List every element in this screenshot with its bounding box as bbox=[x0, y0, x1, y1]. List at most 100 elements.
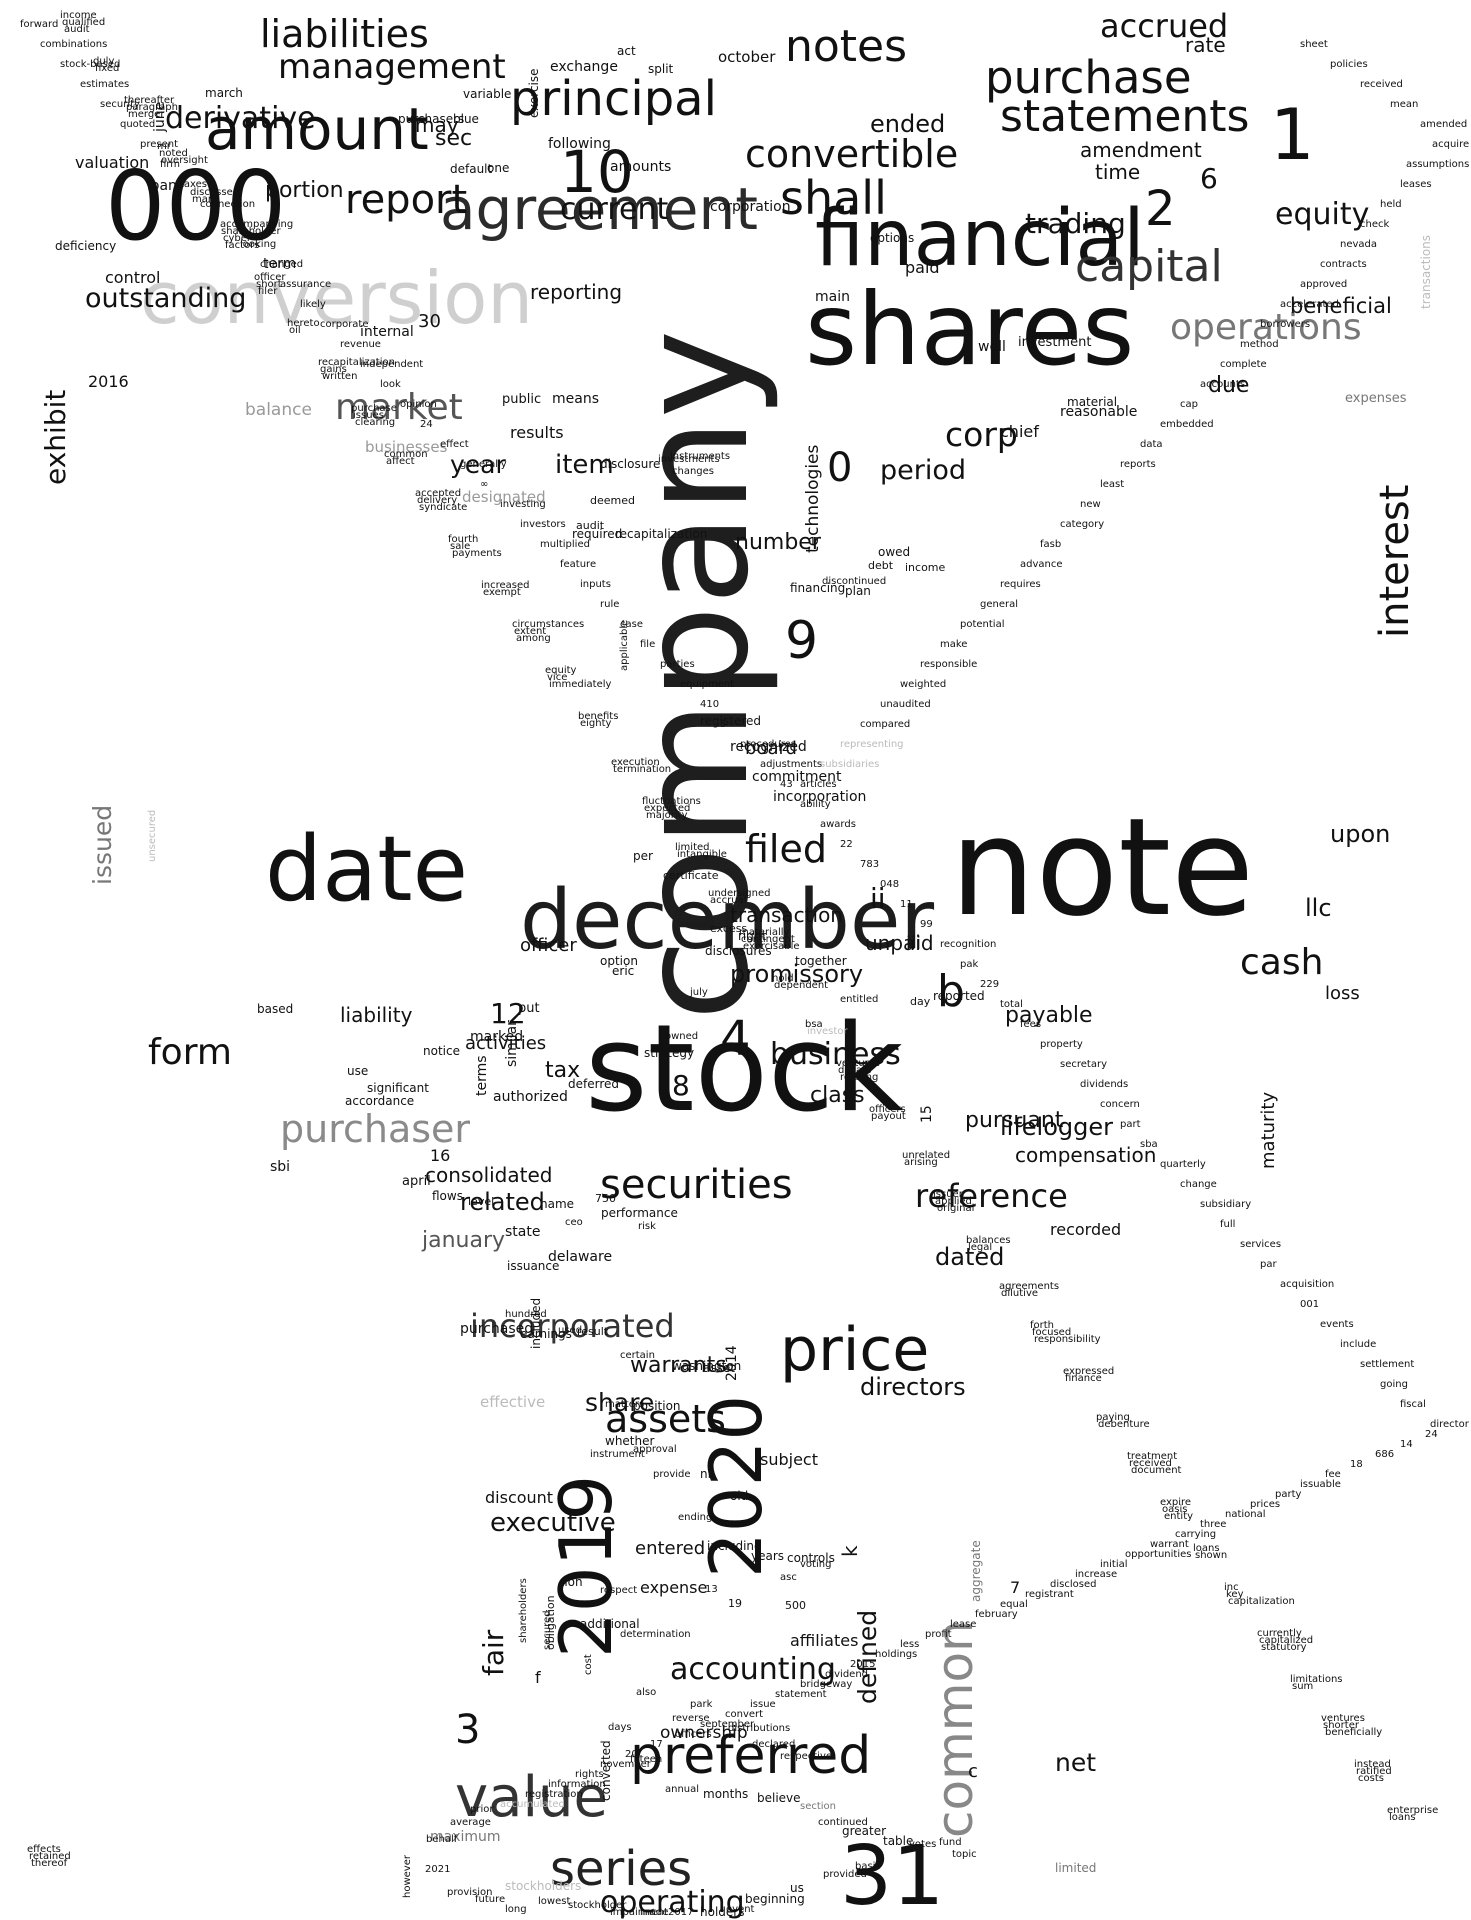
word-cloud-word: 0 bbox=[827, 445, 853, 491]
word-cloud-word: 19 bbox=[728, 1597, 742, 1610]
word-cloud-word: greater bbox=[842, 1824, 887, 1838]
word-cloud-word: 229 bbox=[980, 979, 1000, 990]
word-cloud-word: contracts bbox=[1320, 259, 1367, 270]
word-cloud-word: terms bbox=[474, 1055, 490, 1096]
word-cloud-word: capital bbox=[1075, 241, 1223, 292]
word-cloud-word: share bbox=[585, 1388, 655, 1417]
word-cloud-word: park bbox=[690, 1699, 713, 1710]
word-cloud-word: disclosure bbox=[600, 457, 661, 471]
word-cloud-word: 13 bbox=[705, 1584, 718, 1595]
word-cloud-word: 4 bbox=[720, 1011, 751, 1067]
word-cloud-word: party bbox=[1275, 1489, 1302, 1500]
word-cloud-word: vice bbox=[547, 672, 568, 683]
word-cloud-word: expressed bbox=[1063, 1366, 1115, 1377]
word-cloud-word: reports bbox=[1120, 459, 1156, 470]
word-cloud-word: trading bbox=[1025, 207, 1126, 240]
word-cloud-word: discussed bbox=[190, 187, 240, 198]
word-cloud-word: expected bbox=[644, 803, 691, 814]
word-cloud-word: retained bbox=[29, 1851, 71, 1862]
word-cloud-word: oversight bbox=[161, 155, 208, 166]
word-cloud-word: corporate bbox=[320, 319, 369, 330]
word-cloud-word: behalf bbox=[426, 1834, 458, 1845]
word-cloud-word: stock bbox=[585, 1000, 904, 1139]
word-cloud-word: multiplied bbox=[540, 539, 590, 550]
word-cloud-word: look bbox=[380, 379, 401, 390]
word-cloud-word: shareholders bbox=[518, 1578, 529, 1643]
word-cloud-word: audit bbox=[64, 24, 90, 35]
word-cloud-word: investors bbox=[520, 519, 566, 530]
word-cloud-word: current bbox=[560, 192, 669, 227]
word-cloud-word: assets bbox=[605, 1397, 726, 1441]
word-cloud-word: quoted bbox=[120, 119, 156, 130]
word-cloud-word: capitalization bbox=[1228, 1596, 1295, 1607]
word-cloud-word: k bbox=[838, 1545, 862, 1557]
word-cloud-word: fiscal bbox=[1400, 1399, 1426, 1410]
word-cloud-word: total bbox=[1000, 999, 1023, 1010]
word-cloud-word: policies bbox=[1330, 59, 1368, 70]
word-cloud-word: variable bbox=[463, 87, 512, 101]
word-cloud-word: recognition bbox=[940, 939, 997, 950]
word-cloud-word: sbi bbox=[270, 1159, 291, 1175]
word-cloud-word: agreements bbox=[999, 1281, 1060, 1292]
word-cloud-word: us bbox=[790, 1881, 804, 1895]
word-cloud-word: secretary bbox=[1060, 1059, 1107, 1070]
word-cloud-word: borrowers bbox=[1260, 319, 1311, 330]
word-cloud-word: dependent bbox=[774, 980, 829, 991]
word-cloud-word: respective bbox=[780, 1751, 833, 1762]
word-cloud-word: note bbox=[950, 789, 1255, 946]
word-cloud-word: original bbox=[937, 1203, 975, 1214]
word-cloud-word: voting bbox=[800, 1559, 832, 1570]
word-cloud-word: effects bbox=[27, 1844, 61, 1855]
word-cloud-word: statutory bbox=[1261, 1642, 1307, 1653]
word-cloud-word: document bbox=[1131, 1465, 1182, 1476]
word-cloud-word: washington bbox=[672, 1359, 742, 1373]
word-cloud-word: used bbox=[558, 1325, 583, 1336]
word-cloud-word: owned bbox=[665, 1031, 699, 1042]
word-cloud-word: business bbox=[770, 1037, 901, 1072]
word-cloud-word: corp bbox=[945, 415, 1018, 454]
word-cloud-word: forward bbox=[20, 19, 59, 30]
word-cloud-word: clearing bbox=[355, 417, 396, 428]
word-cloud-word: rule bbox=[600, 599, 620, 610]
word-cloud-word: firm bbox=[160, 159, 180, 170]
word-cloud-word: result bbox=[577, 1325, 609, 1338]
word-cloud-word: certain bbox=[620, 1350, 655, 1361]
word-cloud-word: results bbox=[510, 423, 564, 442]
word-cloud-word: deemed bbox=[590, 494, 635, 507]
word-cloud-word: received bbox=[1129, 1458, 1172, 1469]
word-cloud-word: one bbox=[487, 161, 510, 175]
word-cloud-word: subsidiaries bbox=[820, 759, 880, 770]
word-cloud-word: loans bbox=[1389, 1812, 1416, 1823]
word-cloud-word: llc bbox=[1305, 894, 1332, 922]
word-cloud-word: level bbox=[468, 1195, 495, 1208]
word-cloud-word: accompanying bbox=[220, 219, 294, 230]
word-cloud-word: 7 bbox=[1010, 1578, 1021, 1597]
word-cloud-word: investor bbox=[807, 1026, 848, 1037]
word-cloud-word: 31 bbox=[840, 1829, 945, 1920]
word-cloud-word: fixed bbox=[95, 63, 120, 74]
word-cloud-word: number bbox=[735, 530, 821, 555]
word-cloud-word: similar bbox=[504, 1020, 520, 1067]
word-cloud-word: focused bbox=[1032, 1327, 1072, 1338]
word-cloud-word: series bbox=[550, 1841, 693, 1897]
word-cloud-word: events bbox=[1320, 1319, 1354, 1330]
word-cloud-word: 20 bbox=[625, 1749, 638, 1760]
word-cloud-word: transaction bbox=[730, 903, 843, 927]
word-cloud-word: purchase bbox=[985, 51, 1192, 104]
word-cloud-word: costs bbox=[1358, 1773, 1384, 1784]
word-cloud-word: years bbox=[751, 1549, 785, 1563]
word-cloud-word: carrying bbox=[1175, 1529, 1217, 1540]
word-cloud-word: 500 bbox=[785, 1599, 806, 1612]
word-cloud-word: embedded bbox=[1160, 419, 1214, 430]
word-cloud-word: likely bbox=[300, 299, 326, 310]
word-cloud-word: conversion bbox=[140, 256, 533, 340]
word-cloud-word: dilutive bbox=[1001, 1288, 1039, 1299]
word-cloud-word: new bbox=[1080, 499, 1101, 510]
word-cloud-word: 22 bbox=[840, 839, 853, 850]
word-cloud-word: position bbox=[633, 1399, 681, 1413]
word-cloud-word: 1 bbox=[1270, 94, 1315, 176]
word-cloud-word: least bbox=[1100, 479, 1125, 490]
word-cloud-word: bridgeway bbox=[800, 1679, 853, 1690]
word-cloud-word: amendment bbox=[1080, 138, 1202, 162]
word-cloud-word: factors bbox=[225, 240, 260, 251]
